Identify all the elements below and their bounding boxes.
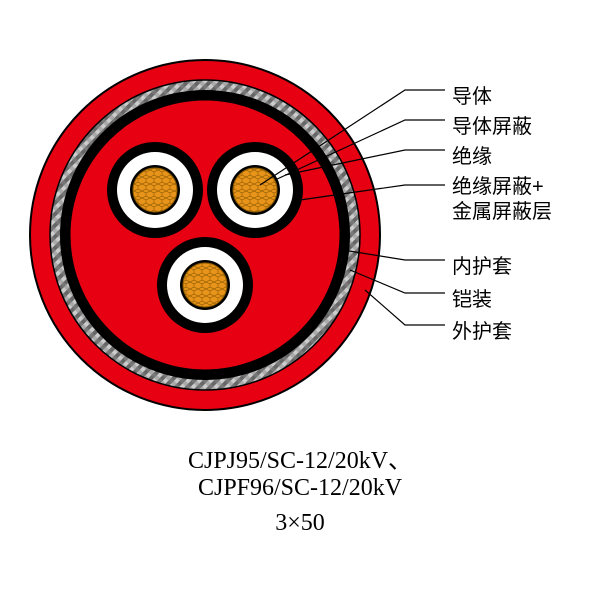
caption-line1: CJPJ95/SC-12/20kV、 xyxy=(0,440,600,475)
core-3 xyxy=(157,237,253,333)
core-1 xyxy=(107,142,203,238)
cable-cross-section xyxy=(10,30,600,450)
label-conductor: 导体 xyxy=(452,80,492,109)
label-armor: 铠装 xyxy=(452,283,492,312)
label-insulation-screen-b: 金属屏蔽层 xyxy=(452,195,552,224)
label-insulation: 绝缘 xyxy=(452,140,492,169)
label-inner-sheath: 内护套 xyxy=(452,250,512,279)
diagram-container: 导体 导体屏蔽 绝缘 绝缘屏蔽+ 金属屏蔽层 内护套 铠装 外护套 CJPJ95… xyxy=(0,0,600,600)
label-outer-sheath: 外护套 xyxy=(452,315,512,344)
caption-line2: CJPF96/SC-12/20kV xyxy=(0,475,600,502)
label-conductor-screen: 导体屏蔽 xyxy=(452,110,532,139)
caption-line3: 3×50 xyxy=(0,510,600,537)
core-2 xyxy=(207,142,303,238)
